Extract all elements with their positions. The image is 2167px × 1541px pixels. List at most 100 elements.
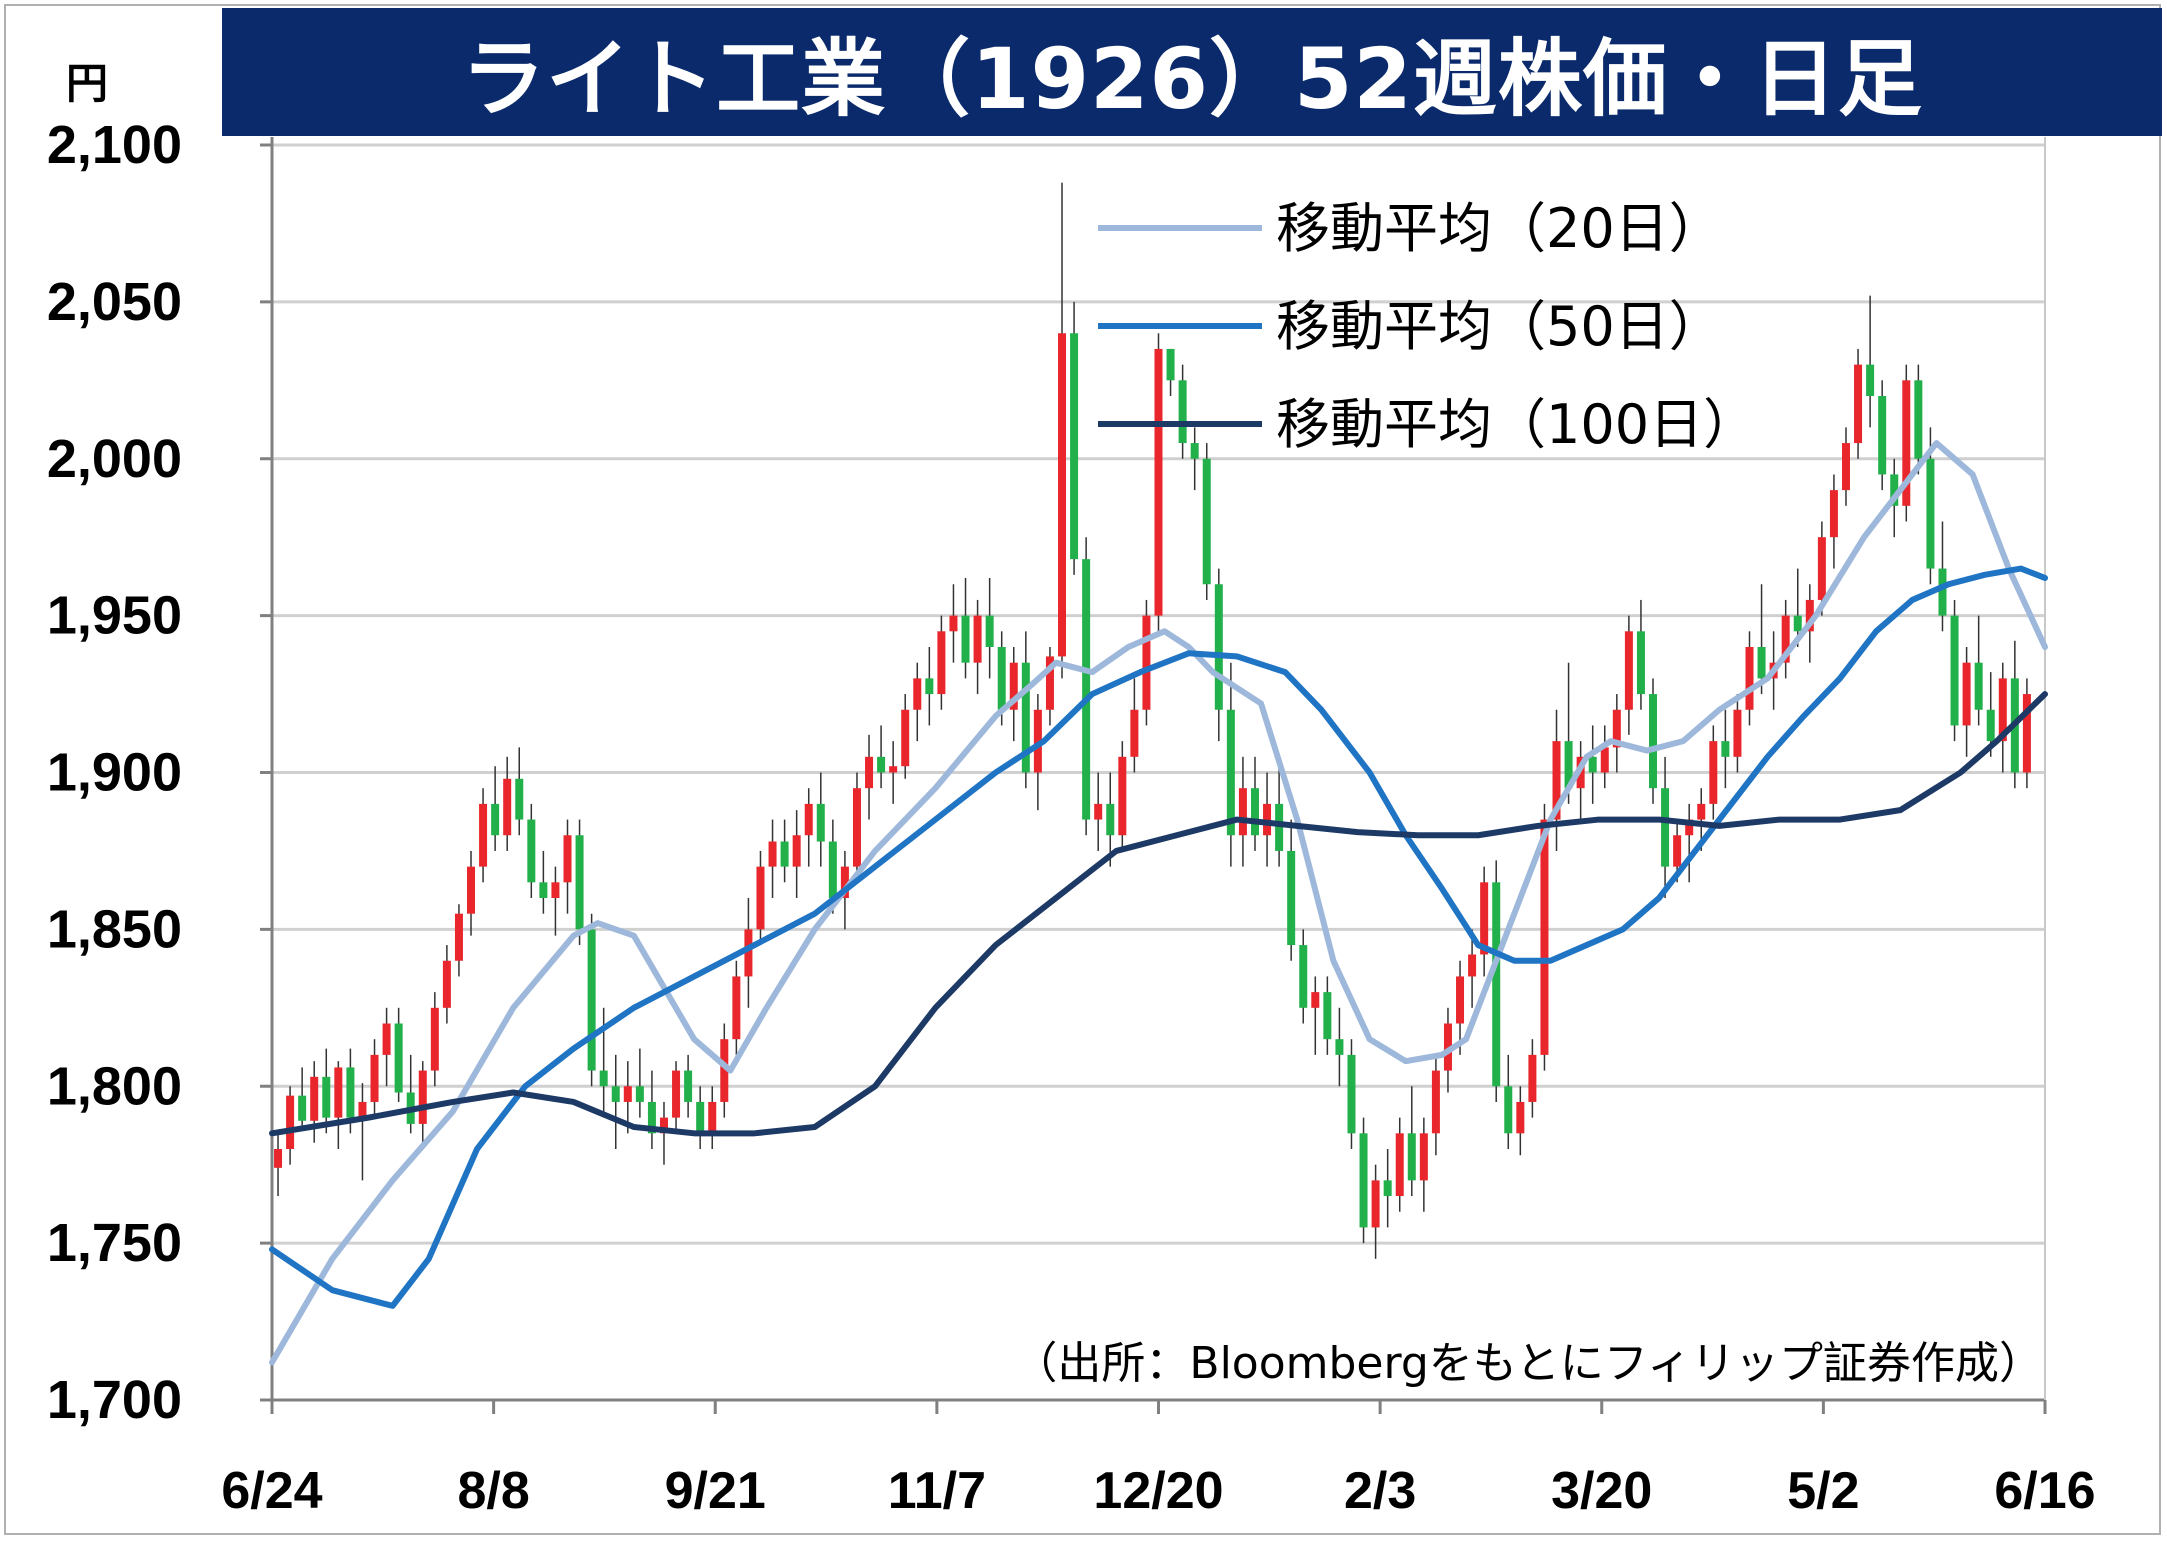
candle-body-down	[1250, 788, 1259, 836]
candle-body-up	[1058, 333, 1067, 657]
candle-body-up	[840, 866, 849, 898]
candle-body-down	[1106, 803, 1115, 836]
candle-body-up	[744, 929, 753, 977]
candle-body-up	[768, 841, 777, 867]
candle-body-up	[1854, 364, 1863, 444]
candle-body-up	[382, 1023, 391, 1055]
candle-body-down	[647, 1101, 656, 1134]
x-tick-label: 11/7	[888, 1462, 986, 1520]
candle-body-down	[1226, 709, 1235, 836]
candle-body-down	[1793, 615, 1802, 632]
candle-body-down	[1890, 474, 1899, 506]
candle-body-down	[1347, 1054, 1356, 1134]
ma20-line	[269, 440, 2048, 1366]
candle-body-up	[1817, 537, 1826, 600]
candle-body-down	[635, 1086, 644, 1102]
candle-body-down	[1299, 945, 1308, 1008]
candlesticks	[274, 182, 2031, 1259]
candle-body-up	[1962, 662, 1971, 726]
candle-body-up	[1094, 803, 1103, 820]
candle-body-up	[1371, 1180, 1380, 1228]
candle-body-up	[1311, 992, 1320, 1008]
candle-body-down	[1757, 647, 1766, 679]
candle-body-up	[1781, 615, 1790, 663]
y-tick-label: 2,100	[47, 115, 182, 175]
candle-body-up	[1263, 803, 1272, 836]
candle-body-up	[708, 1101, 717, 1134]
candle-body-down	[1938, 568, 1947, 616]
candle-body-down	[1021, 662, 1030, 773]
candle-body-up	[430, 1007, 439, 1071]
candle-body-up	[1685, 819, 1694, 836]
candle-body-down	[1359, 1133, 1368, 1228]
title-banner: ライト工業（1926）52週株価・日足	[222, 8, 2162, 136]
candle-body-down	[1564, 741, 1573, 789]
candle-body-up	[1528, 1054, 1537, 1102]
legend: 移動平均（20日） 移動平均（50日） 移動平均（100日）	[1098, 197, 1757, 456]
y-tick-label: 2,050	[47, 272, 182, 332]
y-tick-label: 1,900	[47, 743, 182, 803]
candle-body-up	[370, 1054, 379, 1102]
candle-body-up	[1697, 803, 1706, 820]
candle-body-down	[394, 1023, 403, 1093]
candle-body-down	[1323, 992, 1332, 1040]
candle-body-down	[1974, 662, 1983, 710]
legend-label-ma100: 移動平均（100日）	[1276, 393, 1757, 456]
candle-body-down	[539, 882, 548, 898]
legend-label-ma20: 移動平均（20日）	[1276, 197, 1723, 260]
candle-body-down	[1178, 380, 1187, 444]
candle-body-up	[1480, 882, 1489, 955]
candle-body-down	[1721, 741, 1730, 757]
candle-body-down	[1588, 756, 1597, 773]
candle-body-down	[1190, 443, 1199, 459]
gridlines	[272, 143, 2045, 1245]
candle-body-down	[298, 1095, 307, 1121]
candle-body-up	[1841, 443, 1850, 491]
candle-body-up	[1733, 709, 1742, 757]
chart-frame	[4, 4, 2161, 1535]
candle-body-up	[479, 803, 488, 867]
candle-body-down	[611, 1086, 620, 1102]
candle-body-up	[2022, 694, 2031, 773]
candle-body-down	[587, 929, 596, 1071]
candle-body-up	[949, 615, 958, 632]
axes: 1,700 1,750 1,800 1,850 1,900 1,950 2,000 2,050…	[47, 115, 2096, 1520]
candle-body-up	[1033, 709, 1042, 773]
y-tick-label: 2,000	[47, 429, 182, 489]
candle-body-up	[732, 976, 741, 1040]
candle-body-up	[937, 631, 946, 695]
candle-body-up	[804, 803, 813, 836]
candle-body-down	[1287, 850, 1296, 946]
candle-body-up	[358, 1101, 367, 1118]
candle-body-down	[1649, 694, 1658, 789]
candle-body-up	[467, 866, 476, 914]
candle-body-up	[1540, 819, 1549, 1055]
candle-body-down	[599, 1070, 608, 1087]
candle-body-up	[672, 1070, 681, 1118]
candle-body-up	[852, 788, 861, 867]
candle-body-up	[1998, 678, 2007, 742]
candle-body-up	[1624, 631, 1633, 710]
candle-body-up	[1902, 380, 1911, 506]
source-note: （出所：Bloombergをもとにフィリップ証券作成）	[1013, 1338, 2043, 1389]
candle-body-up	[1130, 709, 1139, 757]
candle-body-down	[828, 841, 837, 898]
candle-body-up	[1516, 1101, 1525, 1134]
candle-body-up	[756, 866, 765, 930]
candle-body-down	[985, 615, 994, 647]
candle-body-up	[1238, 788, 1247, 836]
candle-body-down	[1950, 615, 1959, 726]
candle-body-down	[1878, 396, 1887, 475]
candle-body-down	[346, 1067, 355, 1118]
ma100-line	[269, 691, 2048, 1137]
candle-body-up	[1045, 656, 1054, 710]
candle-body-down	[1636, 631, 1645, 695]
candle-body-down	[780, 841, 789, 867]
candle-body-up	[1142, 615, 1151, 710]
candle-body-down	[1926, 458, 1935, 569]
candle-body-up	[865, 756, 874, 789]
candle-body-up	[274, 1149, 283, 1168]
x-tick-label: 3/20	[1551, 1462, 1652, 1520]
candle-body-up	[442, 960, 451, 1008]
